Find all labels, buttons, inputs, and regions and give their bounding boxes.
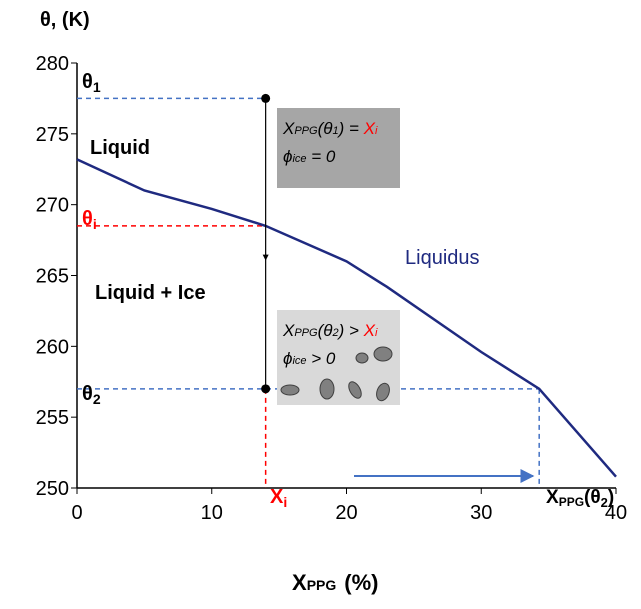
y-tick-label: 265 (36, 266, 69, 288)
x-tick-label: 20 (335, 502, 357, 524)
x-tick-label: 10 (201, 502, 223, 524)
y-axis-title: θ, (K) (40, 9, 90, 31)
x-tick-label: 40 (605, 502, 627, 524)
y-tick-label: 260 (36, 336, 69, 358)
box-text: ϕice = 0 (283, 147, 336, 166)
region-label: Liquid + Ice (95, 282, 206, 304)
state-box (277, 108, 400, 188)
series-label: Liquidus (405, 247, 480, 269)
region-label: Liquid (90, 137, 150, 159)
y-tick-label: 275 (36, 124, 69, 146)
level-label: θ1 (82, 71, 101, 95)
y-tick-label: 250 (36, 478, 69, 500)
box-text: XPPG(θ2) > Xi (282, 321, 378, 340)
drop-label: XPPG(θ2) (546, 487, 614, 510)
x-axis-title: XPPG (%) (292, 570, 378, 595)
liquidus-line (76, 158, 617, 478)
y-tick-label: 280 (36, 53, 69, 75)
box-text: ϕice > 0 (283, 349, 336, 368)
state-point (261, 384, 271, 394)
y-tick-label: 270 (36, 195, 69, 217)
ice-crystals (280, 346, 393, 402)
plot-area: 250 255 260 265 270 275 280 0 10 20 30 40 (36, 53, 628, 524)
x-tick-label: 0 (71, 502, 82, 524)
state-point (261, 93, 271, 103)
x-tick-label: 30 (470, 502, 492, 524)
level-label: θ2 (82, 383, 101, 407)
y-tick-label: 255 (36, 407, 69, 429)
level-label: θi (82, 208, 97, 232)
box-text: XPPG(θ1) = Xi (282, 119, 378, 138)
drop-label: Xi (270, 486, 287, 510)
